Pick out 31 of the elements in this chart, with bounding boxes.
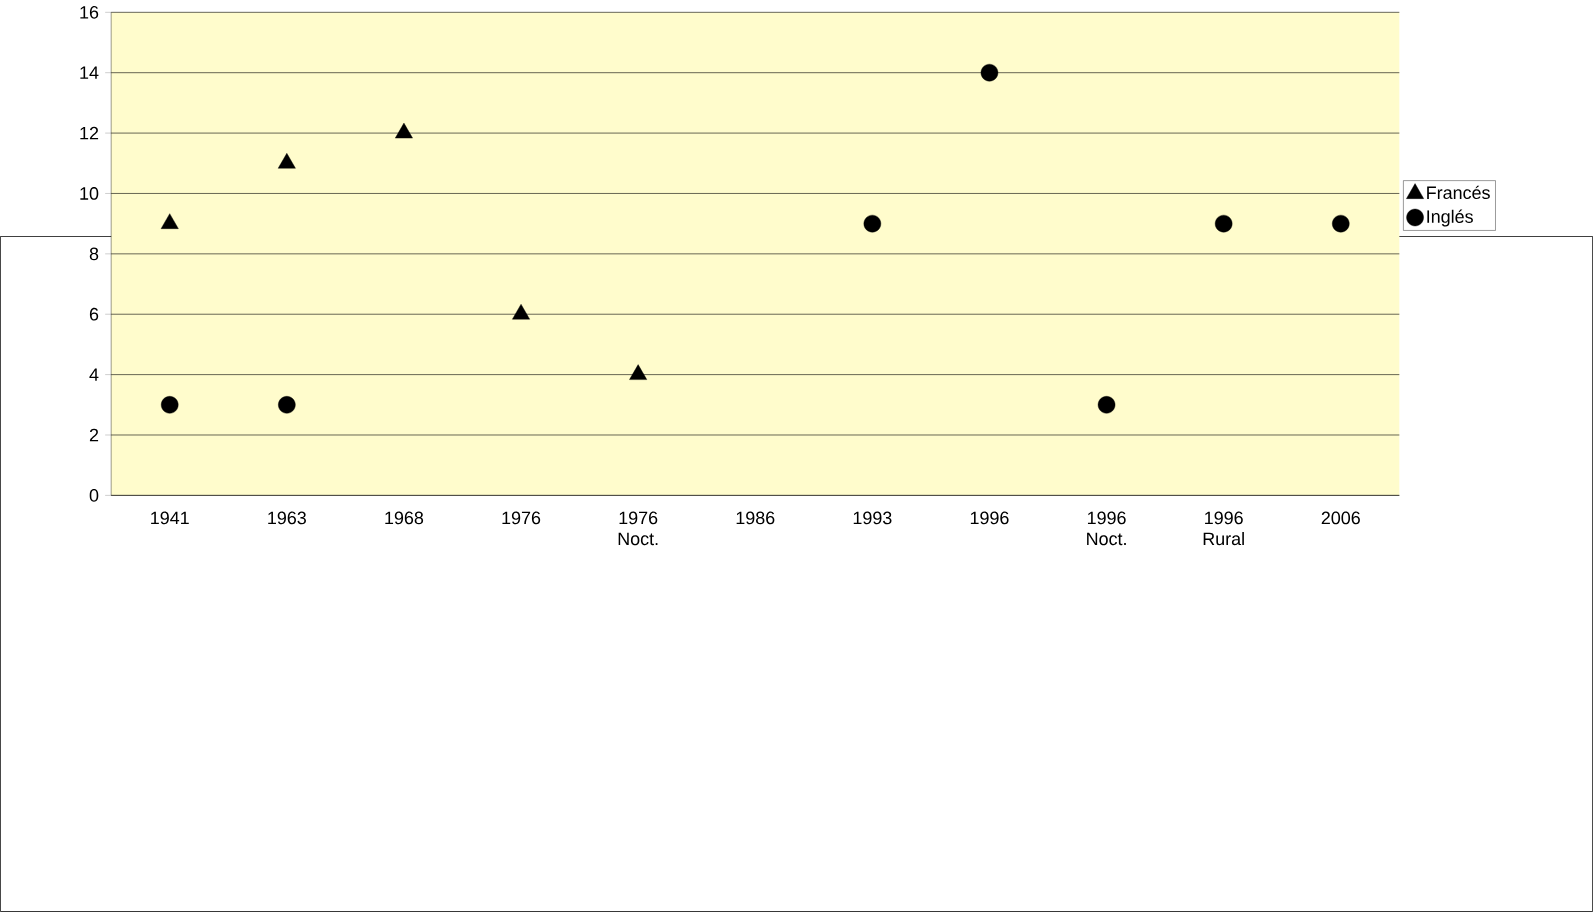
y-tick-label: 16 bbox=[80, 5, 99, 19]
x-tick-label: 1993 bbox=[853, 511, 892, 525]
point bbox=[161, 396, 179, 414]
x-tick-label: 2006 bbox=[1321, 511, 1360, 525]
x-tick-label: 1986 bbox=[736, 511, 775, 525]
x-tick-label: 1941 bbox=[151, 511, 189, 525]
x-tick-label: 1996 bbox=[970, 511, 1009, 525]
point bbox=[277, 153, 296, 169]
y-tick-label: 0 bbox=[89, 489, 99, 502]
x-tick-label: 1976 Noct. bbox=[618, 511, 658, 546]
legend-label: Inglés bbox=[1427, 209, 1473, 227]
legend-label: Francés bbox=[1427, 185, 1490, 200]
y-tick-label: 4 bbox=[89, 368, 99, 381]
x-tick-label: 1976 bbox=[502, 511, 541, 525]
point bbox=[1214, 214, 1233, 233]
x-tick-label: 1996 Rural bbox=[1203, 511, 1244, 546]
x-tick-label: 1996 Noct. bbox=[1087, 511, 1126, 546]
x-tick-label: 1968 bbox=[385, 511, 424, 525]
point bbox=[980, 64, 999, 82]
y-tick-label: 10 bbox=[80, 187, 99, 200]
x-tick-label: 1963 bbox=[268, 511, 306, 525]
point bbox=[1097, 396, 1116, 414]
point bbox=[278, 396, 296, 414]
point bbox=[395, 122, 413, 139]
point bbox=[863, 214, 882, 233]
y-tick-label: 2 bbox=[89, 428, 99, 442]
y-tick-label: 12 bbox=[80, 126, 99, 140]
y-tick-label: 14 bbox=[80, 66, 99, 79]
point bbox=[1332, 214, 1350, 233]
y-tick-label: 6 bbox=[89, 307, 99, 321]
y-tick-label: 8 bbox=[89, 247, 99, 261]
